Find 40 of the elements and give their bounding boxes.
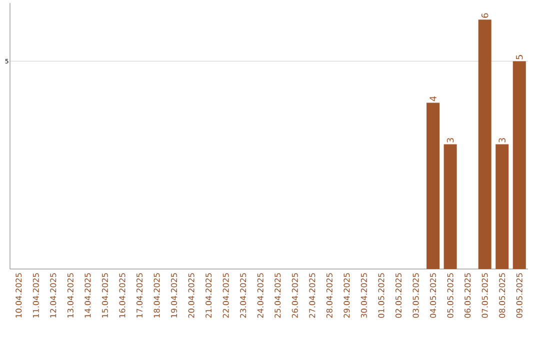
x-tick-label: 13.04.2025 (67, 273, 74, 318)
x-tick-label: 11.04.2025 (32, 273, 39, 318)
x-tick-label: 09.05.2025 (516, 273, 522, 318)
x-tick-label: 27.04.2025 (309, 273, 316, 318)
data-label: 5 (516, 55, 523, 60)
x-tick-label: 10.04.2025 (16, 273, 22, 318)
x-tick-label: 07.05.2025 (482, 273, 488, 318)
x-tick-label: 25.04.2025 (274, 273, 281, 318)
x-tick-label: 19.04.2025 (171, 273, 178, 318)
x-tick-label: 21.04.2025 (206, 273, 212, 318)
x-tick-label: 26.04.2025 (292, 273, 298, 318)
data-label: 6 (481, 13, 488, 18)
bar (478, 20, 492, 269)
x-tick-label: 01.05.2025 (378, 273, 384, 318)
x-tick-label: 20.04.2025 (188, 273, 194, 318)
x-tick-label: 17.04.2025 (136, 273, 143, 318)
x-tick-label: 03.05.2025 (412, 273, 419, 318)
x-tick-label: 04.05.2025 (430, 273, 436, 318)
x-tick-label: 18.04.2025 (154, 273, 160, 318)
bar (512, 61, 526, 269)
bar (426, 102, 440, 269)
data-label: 3 (446, 138, 454, 142)
x-tick-label: 28.04.2025 (326, 273, 332, 318)
data-label: 3 (498, 138, 506, 142)
x-tick-label: 12.04.2025 (50, 273, 56, 318)
bar (496, 144, 509, 269)
x-tick-label: 06.05.2025 (464, 273, 471, 318)
x-tick-label: 14.04.2025 (84, 273, 91, 318)
x-tick-label: 22.04.2025 (222, 273, 229, 318)
x-tick-label: 29.04.2025 (344, 273, 350, 318)
x-tick-label: 24.04.2025 (257, 273, 264, 318)
x-tick-label: 30.04.2025 (360, 273, 367, 318)
x-tick-label: 15.04.2025 (102, 273, 108, 318)
x-tick-label: 02.05.2025 (395, 273, 402, 318)
data-label: 4 (430, 96, 436, 102)
x-tick-label: 16.04.2025 (119, 273, 126, 318)
x-tick-label: 08.05.2025 (499, 273, 506, 318)
x-tick-label: 05.05.2025 (447, 273, 454, 318)
bar (444, 144, 457, 269)
x-tick-label: 23.04.2025 (240, 273, 246, 318)
